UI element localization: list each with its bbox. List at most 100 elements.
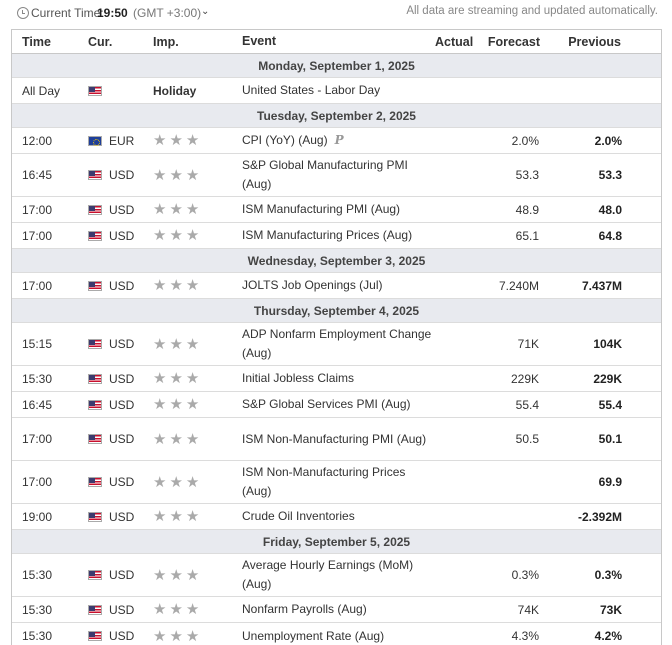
event-name[interactable]: JOLTS Job Openings (Jul)	[242, 278, 383, 292]
us-flag-icon	[88, 570, 102, 580]
event-importance: ★ ★ ★	[153, 273, 199, 298]
event-row[interactable]: All Day Holiday United States - Labor Day	[12, 78, 661, 104]
event-row[interactable]: 15:30 USD ★ ★ ★ Unemployment Rate (Aug) 4.3% 4.…	[12, 623, 661, 645]
flag-cell	[88, 597, 102, 622]
event-row[interactable]: 12:00 EUR ★ ★ ★ CPI (YoY) (Aug) P 2.0% 2.0%	[12, 128, 661, 154]
event-name[interactable]: ISM Manufacturing PMI (Aug)	[242, 202, 401, 216]
event-importance: ★ ★ ★	[153, 197, 199, 222]
timezone-selector[interactable]: (GMT +3:00)	[133, 6, 202, 20]
event-previous: 73K	[599, 602, 622, 617]
event-row[interactable]: 15:30 USD ★ ★ ★ Average Hourly Earnings (MoM)…	[12, 554, 661, 597]
star-icon: ★	[169, 166, 183, 184]
economic-calendar-table: Time Cur. Imp. Event Actual Forecast Pre…	[11, 29, 662, 645]
event-importance: ★ ★ ★	[153, 461, 199, 503]
event-row[interactable]: 15:30 USD ★ ★ ★ Nonfarm Payrolls (Aug) 74K 73K	[12, 597, 661, 623]
event-name-cell[interactable]: ISM Manufacturing PMI (Aug)	[242, 197, 432, 222]
star-icon: ★	[169, 132, 183, 149]
star-icon: ★	[153, 277, 167, 294]
event-name-cell[interactable]: ISM Manufacturing Prices (Aug)	[242, 223, 432, 248]
event-row[interactable]: 17:00 USD ★ ★ ★ ISM Non-Manufacturing PMI (Au…	[12, 418, 661, 461]
header-previous[interactable]: Previous	[568, 34, 621, 49]
star-icon: ★	[185, 508, 200, 525]
event-row[interactable]: 17:00 USD ★ ★ ★ ISM Manufacturing PMI (Aug) 48…	[12, 197, 661, 223]
star-icon: ★	[185, 277, 200, 294]
event-name[interactable]: Average Hourly Earnings (MoM) (Aug)	[242, 558, 414, 591]
current-time-value: 19:50	[97, 6, 128, 20]
header-event[interactable]: Event	[242, 34, 277, 48]
us-flag-icon	[88, 399, 102, 410]
event-name[interactable]: Unemployment Rate (Aug)	[242, 628, 385, 643]
event-name[interactable]: S&P Global Services PMI (Aug)	[242, 397, 411, 411]
streaming-notice: All data are streaming and updated autom…	[406, 5, 658, 17]
importance-stars: ★ ★ ★	[153, 568, 199, 583]
event-importance: ★ ★ ★	[153, 154, 199, 196]
event-name-cell[interactable]: S&P Global Manufacturing PMI (Aug)	[242, 154, 432, 196]
importance-stars: ★ ★ ★	[153, 133, 199, 148]
chevron-down-icon[interactable]: ⌄	[201, 6, 210, 17]
event-forecast: 2.0%	[511, 133, 539, 148]
event-name[interactable]: Initial Jobless Claims	[242, 371, 355, 385]
event-row[interactable]: 15:30 USD ★ ★ ★ Initial Jobless Claims 229K 229…	[12, 366, 661, 392]
header-actual[interactable]: Actual	[435, 34, 474, 49]
us-flag-icon	[88, 230, 102, 241]
event-name-cell[interactable]: Unemployment Rate (Aug)	[242, 623, 432, 645]
event-row[interactable]: 16:45 USD ★ ★ ★ S&P Global Manufacturing PMI …	[12, 154, 661, 197]
event-name-cell[interactable]: Initial Jobless Claims	[242, 366, 432, 391]
importance-stars: ★ ★ ★	[153, 202, 199, 217]
star-icon: ★	[153, 201, 167, 218]
event-name-cell[interactable]: United States - Labor Day	[242, 78, 432, 103]
event-row[interactable]: 17:00 USD ★ ★ ★ ISM Non-Manufacturing Prices …	[12, 461, 661, 504]
event-time: 12:00	[22, 133, 53, 148]
event-name[interactable]: Crude Oil Inventories	[242, 509, 355, 523]
importance-stars: ★ ★ ★	[153, 168, 199, 183]
event-name-cell[interactable]: Nonfarm Payrolls (Aug)	[242, 597, 432, 622]
event-row[interactable]: 17:00 USD ★ ★ ★ JOLTS Job Openings (Jul) 7.240…	[12, 273, 661, 299]
event-time: 17:00	[22, 228, 53, 243]
star-icon: ★	[185, 201, 200, 218]
event-time: 15:30	[22, 568, 53, 582]
holiday-label: Holiday	[153, 83, 197, 98]
event-row[interactable]: 15:15 USD ★ ★ ★ ADP Nonfarm Employment Change…	[12, 323, 661, 366]
top-bar: Current Time: 19:50 (GMT +3:00) ⌄ All da…	[0, 0, 672, 26]
event-time: 16:45	[22, 168, 53, 182]
event-name[interactable]: United States - Labor Day	[242, 83, 381, 97]
event-name-cell[interactable]: ISM Non-Manufacturing PMI (Aug)	[242, 418, 432, 460]
event-name-cell[interactable]: Crude Oil Inventories	[242, 504, 432, 529]
header-forecast[interactable]: Forecast	[487, 34, 540, 49]
us-flag-icon	[88, 339, 102, 349]
event-name-cell[interactable]: CPI (YoY) (Aug) P	[242, 128, 432, 153]
event-name-cell[interactable]: S&P Global Services PMI (Aug)	[242, 392, 432, 417]
event-name[interactable]: ISM Manufacturing Prices (Aug)	[242, 228, 413, 242]
event-name-cell[interactable]: ADP Nonfarm Employment Change (Aug)	[242, 323, 432, 365]
event-name[interactable]: CPI (YoY) (Aug)	[242, 133, 328, 147]
star-icon: ★	[169, 335, 183, 353]
header-importance[interactable]: Imp.	[153, 34, 179, 49]
event-name-cell[interactable]: Average Hourly Earnings (MoM) (Aug)	[242, 554, 432, 596]
event-importance: Holiday	[153, 78, 196, 103]
flag-cell	[88, 504, 102, 529]
event-name[interactable]: Nonfarm Payrolls (Aug)	[242, 602, 367, 616]
event-row[interactable]: 16:45 USD ★ ★ ★ S&P Global Services PMI (Aug)…	[12, 392, 661, 418]
star-icon: ★	[153, 430, 167, 448]
event-name-cell[interactable]: ISM Non-Manufacturing Prices (Aug)	[242, 461, 432, 503]
event-name[interactable]: ISM Non-Manufacturing PMI (Aug)	[242, 431, 427, 446]
event-name[interactable]: ISM Non-Manufacturing Prices (Aug)	[242, 465, 406, 498]
preliminary-icon[interactable]: P	[334, 133, 344, 147]
event-time: 17:00	[22, 202, 53, 217]
star-icon: ★	[153, 396, 167, 413]
event-currency: USD	[109, 202, 135, 217]
event-row[interactable]: 19:00 USD ★ ★ ★ Crude Oil Inventories -2.392M	[12, 504, 661, 530]
star-icon: ★	[169, 473, 183, 491]
event-name-cell[interactable]: JOLTS Job Openings (Jul)	[242, 273, 432, 298]
event-name[interactable]: ADP Nonfarm Employment Change (Aug)	[242, 327, 432, 360]
event-name[interactable]: S&P Global Manufacturing PMI (Aug)	[242, 158, 408, 191]
event-time: 16:45	[22, 397, 53, 412]
event-time: 19:00	[22, 509, 53, 524]
event-time: 15:15	[22, 337, 53, 351]
header-currency[interactable]: Cur.	[88, 34, 113, 49]
day-header-label: Friday, September 5, 2025	[262, 535, 411, 549]
header-time[interactable]: Time	[22, 34, 51, 49]
star-icon: ★	[153, 335, 167, 353]
event-previous: 4.2%	[594, 629, 622, 643]
event-row[interactable]: 17:00 USD ★ ★ ★ ISM Manufacturing Prices (Aug…	[12, 223, 661, 249]
